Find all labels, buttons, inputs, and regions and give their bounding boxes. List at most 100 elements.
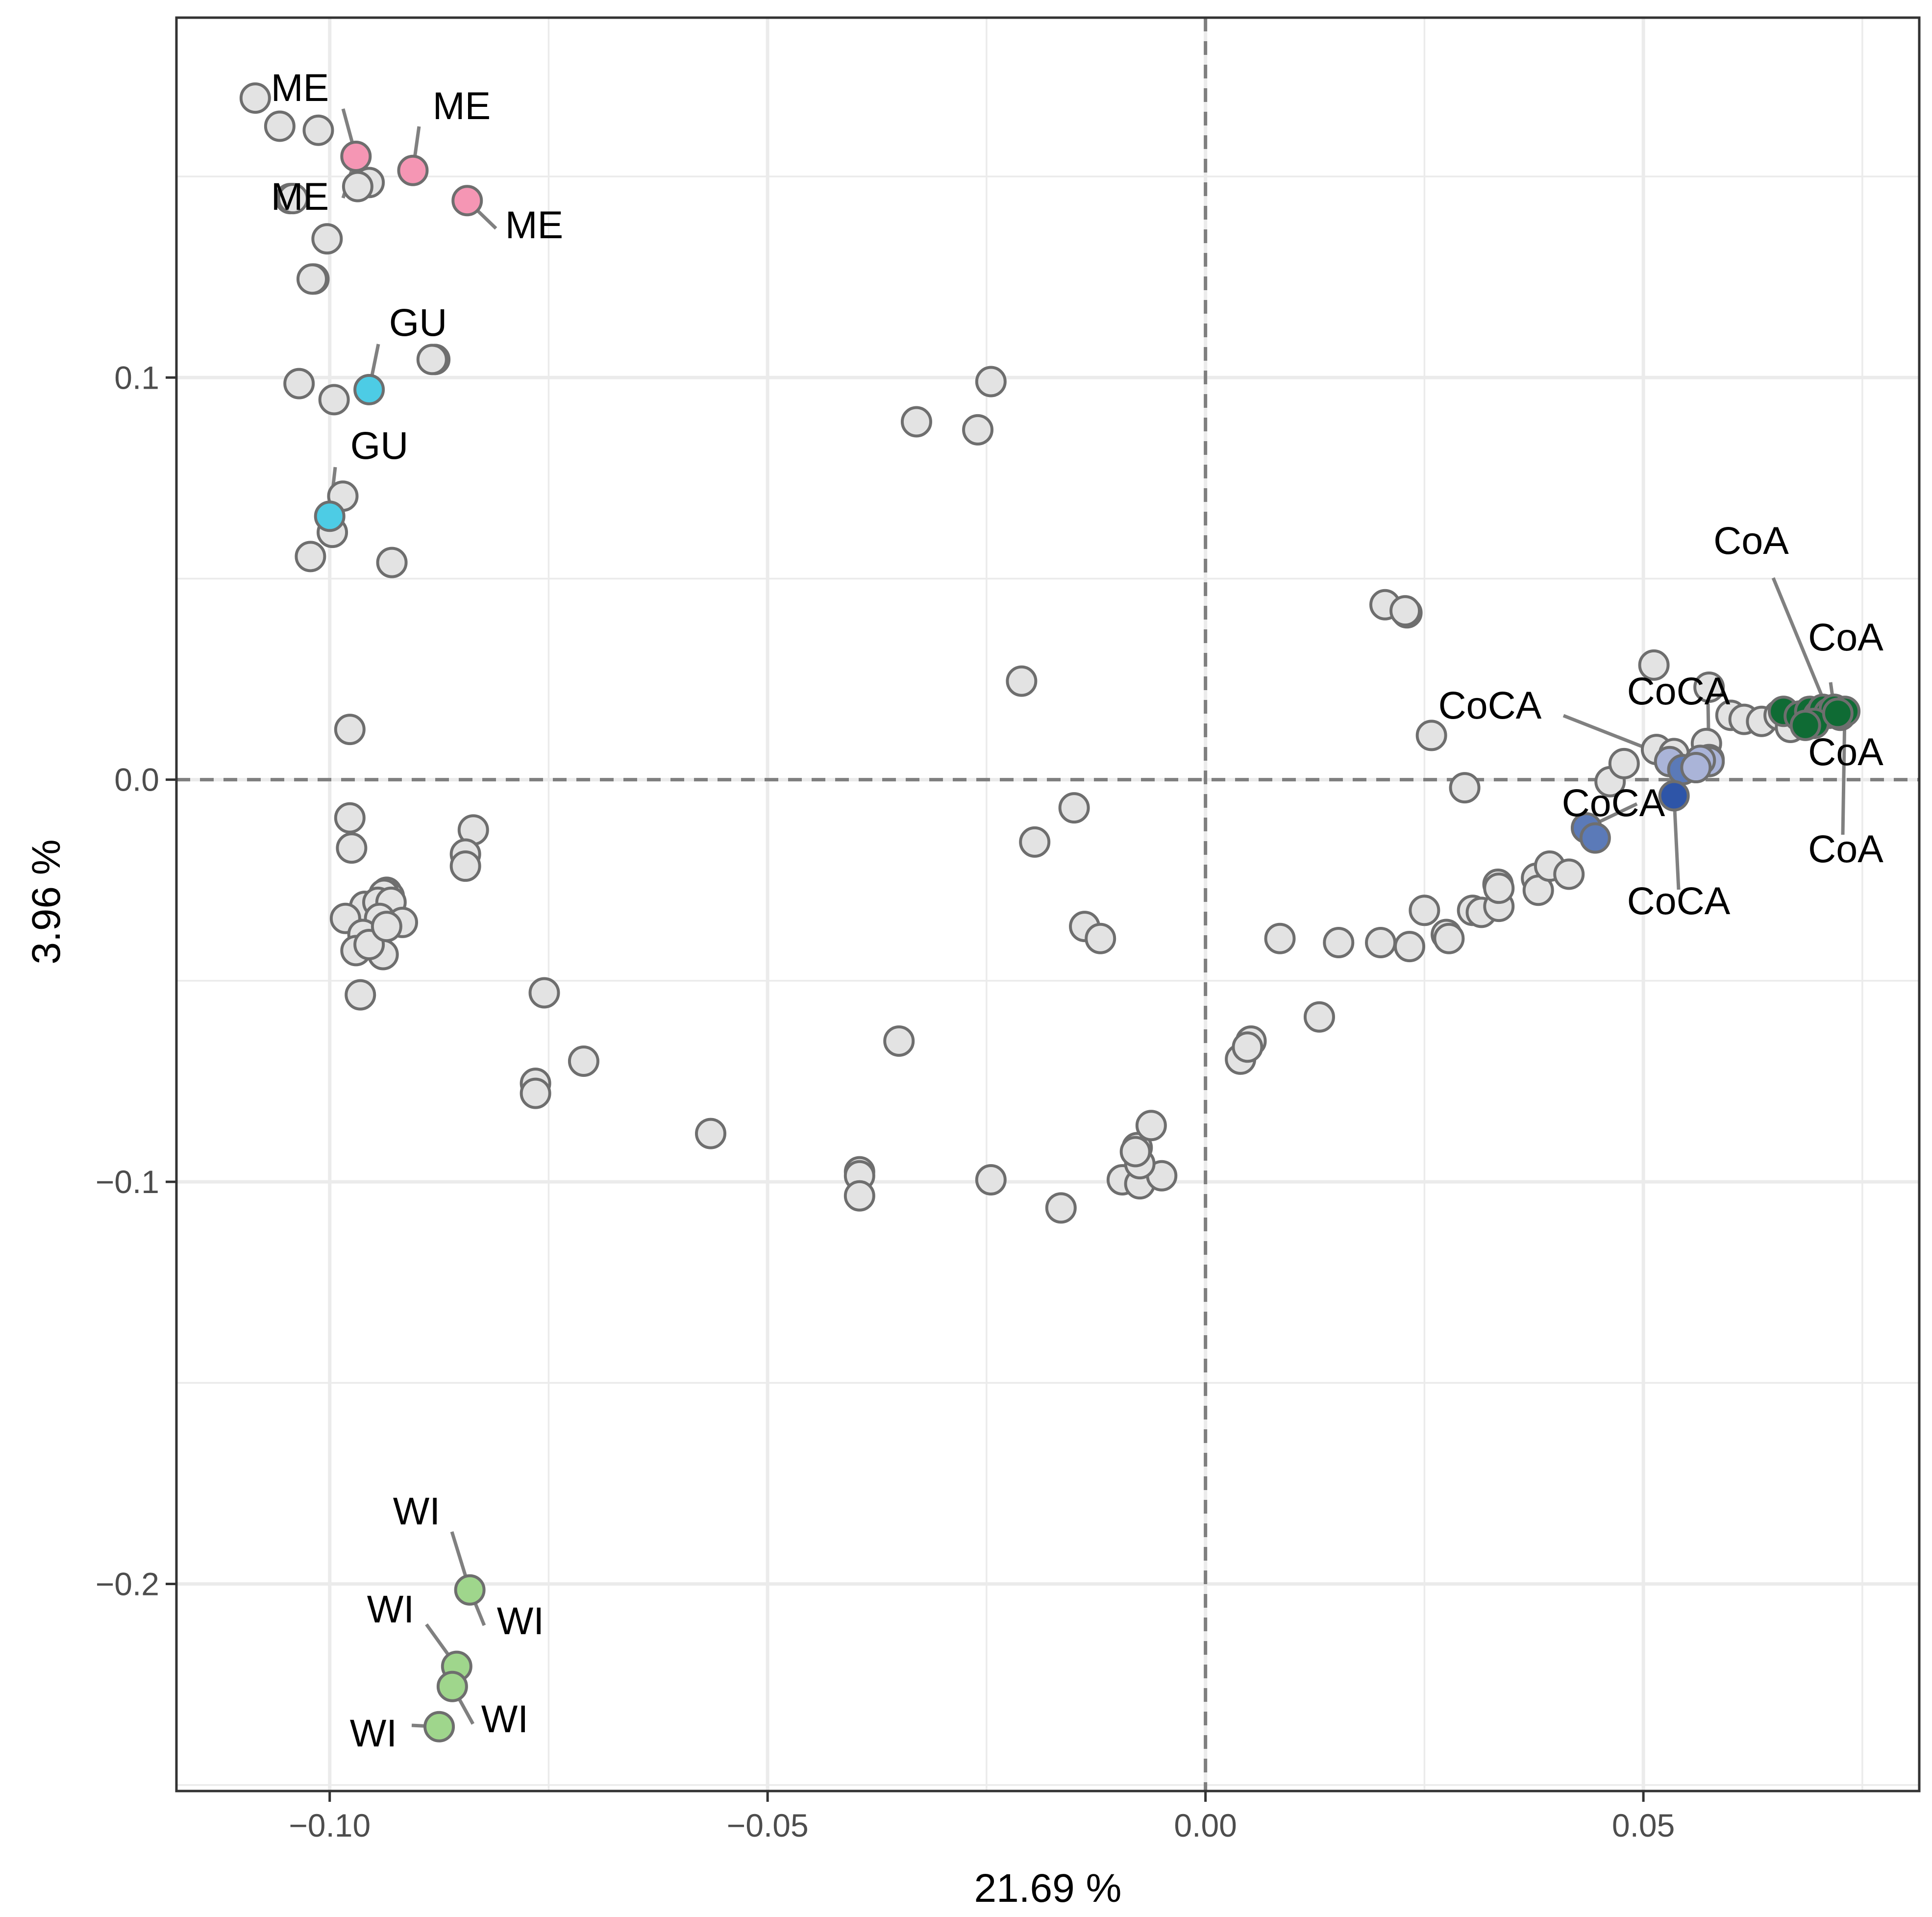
- data-point-other: [1394, 931, 1426, 963]
- x-tick-label: 0.05: [1612, 1807, 1675, 1843]
- data-point-other: [1264, 922, 1296, 954]
- data-point-other: [1449, 772, 1481, 804]
- data-point-other: [1483, 872, 1515, 904]
- x-tick-label: −0.05: [727, 1807, 809, 1843]
- data-point-other: [520, 1077, 551, 1109]
- point-label-me: ME: [271, 66, 329, 109]
- data-point-other: [1303, 1001, 1335, 1033]
- point-label-coa: CoA: [1713, 519, 1789, 562]
- data-point-other: [695, 1118, 727, 1149]
- point-label-wi: WI: [393, 1489, 441, 1533]
- reference-lines: [176, 18, 1919, 1791]
- data-point-other: [1232, 1031, 1263, 1063]
- data-point-coca: [1680, 752, 1712, 784]
- data-point-other: [975, 1164, 1007, 1195]
- data-point-coa: [1822, 697, 1854, 729]
- data-point-wi: [454, 1574, 486, 1606]
- data-point-coca: [1579, 822, 1611, 854]
- y-tick-label: −0.2: [96, 1566, 159, 1602]
- data-point-other: [336, 832, 368, 864]
- data-point-other: [975, 366, 1007, 398]
- point-label-coca: CoCA: [1438, 683, 1542, 727]
- data-point-other: [1119, 1136, 1151, 1168]
- point-label-me: ME: [271, 174, 329, 218]
- data-point-other: [1389, 595, 1421, 627]
- data-point-other: [239, 82, 271, 114]
- y-tick-label: 0.1: [114, 359, 159, 396]
- y-axis: −0.2 −0.1 0.0 0.1: [96, 359, 176, 1602]
- x-axis: −0.10 −0.05 0.00 0.05: [289, 1791, 1675, 1843]
- y-tick-label: 0.0: [114, 762, 159, 798]
- point-labels: ME ME ME ME GU GU CoA CoA CoA CoA CoCA CoCA CoCA CoCA…: [271, 66, 1883, 1755]
- data-point-other: [1045, 1192, 1077, 1224]
- point-label-coa: CoA: [1808, 827, 1883, 871]
- label-leader-line: [1771, 577, 1831, 714]
- data-point-other: [296, 263, 328, 295]
- data-point-other: [1006, 665, 1038, 697]
- data-point-other: [416, 344, 448, 375]
- data-point-other: [1019, 826, 1051, 858]
- data-point-other: [1409, 895, 1440, 926]
- data-point-other: [900, 406, 932, 438]
- data-point-me: [340, 141, 372, 173]
- data-point-other: [283, 368, 315, 399]
- data-point-other: [345, 979, 376, 1011]
- data-point-other: [843, 1180, 875, 1212]
- data-point-other: [334, 802, 366, 834]
- panel-border: [175, 16, 1921, 1793]
- data-point-other: [1323, 926, 1355, 958]
- data-point-other: [883, 1025, 915, 1057]
- data-point-other: [311, 223, 343, 255]
- data-point-other: [334, 714, 366, 746]
- data-point-other: [568, 1045, 599, 1077]
- point-label-wi: WI: [497, 1599, 545, 1643]
- point-label-coca: CoCA: [1562, 781, 1665, 824]
- data-point-other: [1415, 720, 1447, 751]
- data-point-other: [1365, 926, 1397, 958]
- point-label-gu: GU: [350, 423, 409, 467]
- data-point-other: [449, 850, 481, 882]
- point-label-coca: CoCA: [1627, 669, 1731, 713]
- y-tick-label: −0.1: [96, 1164, 159, 1200]
- x-tick-label: 0.00: [1174, 1807, 1237, 1843]
- data-point-coa: [1789, 709, 1821, 741]
- point-label-wi: WI: [367, 1587, 415, 1631]
- point-label-me: ME: [433, 84, 491, 127]
- data-point-other: [277, 183, 309, 215]
- x-tick-label: −0.10: [289, 1807, 371, 1843]
- point-label-coa: CoA: [1808, 730, 1883, 773]
- y-axis-title: 3.96 %: [24, 839, 69, 964]
- point-label-wi: WI: [481, 1697, 529, 1741]
- data-point-other: [1693, 671, 1725, 703]
- data-point-me: [397, 154, 429, 186]
- data-points: [239, 82, 1861, 1743]
- point-label-coa: CoA: [1808, 615, 1883, 659]
- data-point-wi: [423, 1711, 455, 1743]
- label-leader-line: [1841, 711, 1847, 835]
- data-point-other: [1135, 1110, 1167, 1142]
- data-point-other: [1085, 922, 1116, 954]
- data-point-other: [1553, 858, 1585, 890]
- data-point-other: [1058, 792, 1090, 824]
- data-point-wi: [436, 1670, 468, 1702]
- data-point-other: [1638, 649, 1670, 681]
- data-point-other: [342, 171, 373, 202]
- data-point-coca: [1658, 780, 1690, 812]
- point-label-coca: CoCA: [1627, 879, 1731, 922]
- data-point-other: [295, 541, 326, 573]
- point-label-me: ME: [505, 203, 564, 247]
- data-point-other: [376, 547, 408, 578]
- data-point-other: [318, 384, 350, 416]
- data-point-other: [528, 977, 560, 1009]
- point-label-gu: GU: [389, 300, 447, 344]
- data-point-gu: [353, 373, 385, 405]
- data-point-other: [1608, 747, 1640, 779]
- data-point-other: [1433, 922, 1465, 954]
- x-axis-title: 21.69 %: [974, 1866, 1122, 1911]
- data-point-gu: [314, 500, 346, 532]
- data-point-other: [264, 110, 296, 142]
- data-point-other: [962, 414, 994, 446]
- point-label-wi: WI: [350, 1711, 397, 1755]
